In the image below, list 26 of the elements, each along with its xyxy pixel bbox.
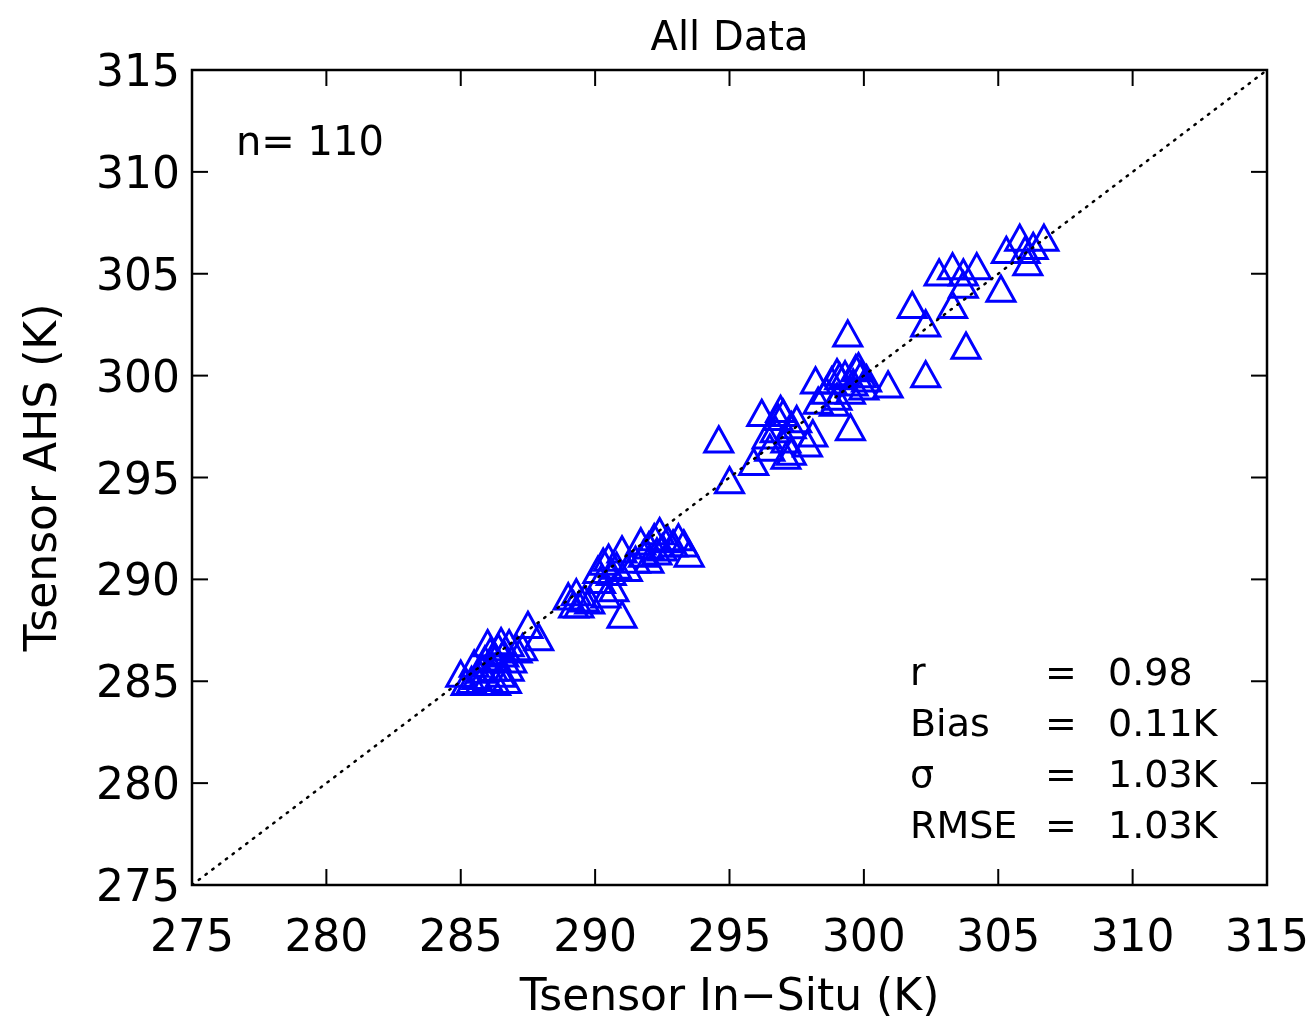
x-tick-label: 275 bbox=[150, 910, 234, 961]
y-tick-label: 275 bbox=[96, 860, 180, 911]
x-tick-label: 315 bbox=[1225, 910, 1309, 961]
x-tick-label: 300 bbox=[821, 910, 906, 961]
y-tick-label: 310 bbox=[96, 146, 180, 198]
annotation: RMSE = 1.03K bbox=[910, 803, 1219, 847]
y-tick-label: 285 bbox=[96, 656, 180, 708]
text: Bias = 0.11K bbox=[910, 701, 1218, 745]
y-axis-title: Tsensor AHS (K) bbox=[15, 303, 66, 653]
y-tick-label: 295 bbox=[96, 452, 180, 504]
x-tick-label: 305 bbox=[956, 910, 1041, 961]
x-tick-label: 295 bbox=[687, 910, 772, 961]
text: r = 0.98 bbox=[910, 650, 1193, 694]
x-tick-label: 285 bbox=[418, 910, 503, 961]
annotation: n= 110 bbox=[236, 118, 384, 164]
chart-title: All Data bbox=[650, 13, 809, 59]
y-tick-label: 290 bbox=[96, 554, 180, 606]
text: σ = 1.03K bbox=[910, 752, 1218, 796]
y-tick-label: 315 bbox=[96, 45, 180, 96]
y-tick-label: 280 bbox=[96, 758, 180, 810]
y-tick-label: 305 bbox=[96, 248, 180, 300]
y-tick-label: 300 bbox=[96, 350, 180, 402]
x-tick-label: 310 bbox=[1090, 910, 1175, 961]
x-tick-label: 290 bbox=[553, 910, 638, 961]
x-axis-title: Tsensor In−Situ (K) bbox=[518, 969, 940, 1020]
x-tick-label: 280 bbox=[284, 910, 369, 961]
